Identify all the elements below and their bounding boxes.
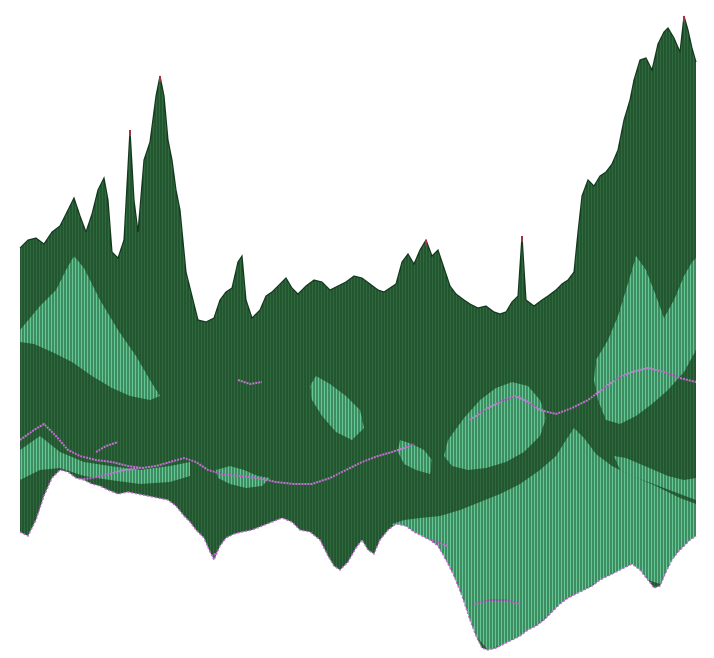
bottom-edge bbox=[19, 469, 697, 651]
highlight-contour bbox=[237, 379, 263, 386]
vertical-ribbon-lines bbox=[20, 23, 696, 650]
light-region bbox=[20, 436, 190, 484]
highlight-contour bbox=[469, 366, 696, 421]
highlight-contour bbox=[473, 599, 521, 605]
surface-interior bbox=[20, 23, 696, 650]
highlight-contour bbox=[20, 422, 415, 485]
top-edge bbox=[19, 15, 697, 323]
highlight-contour bbox=[95, 441, 119, 453]
